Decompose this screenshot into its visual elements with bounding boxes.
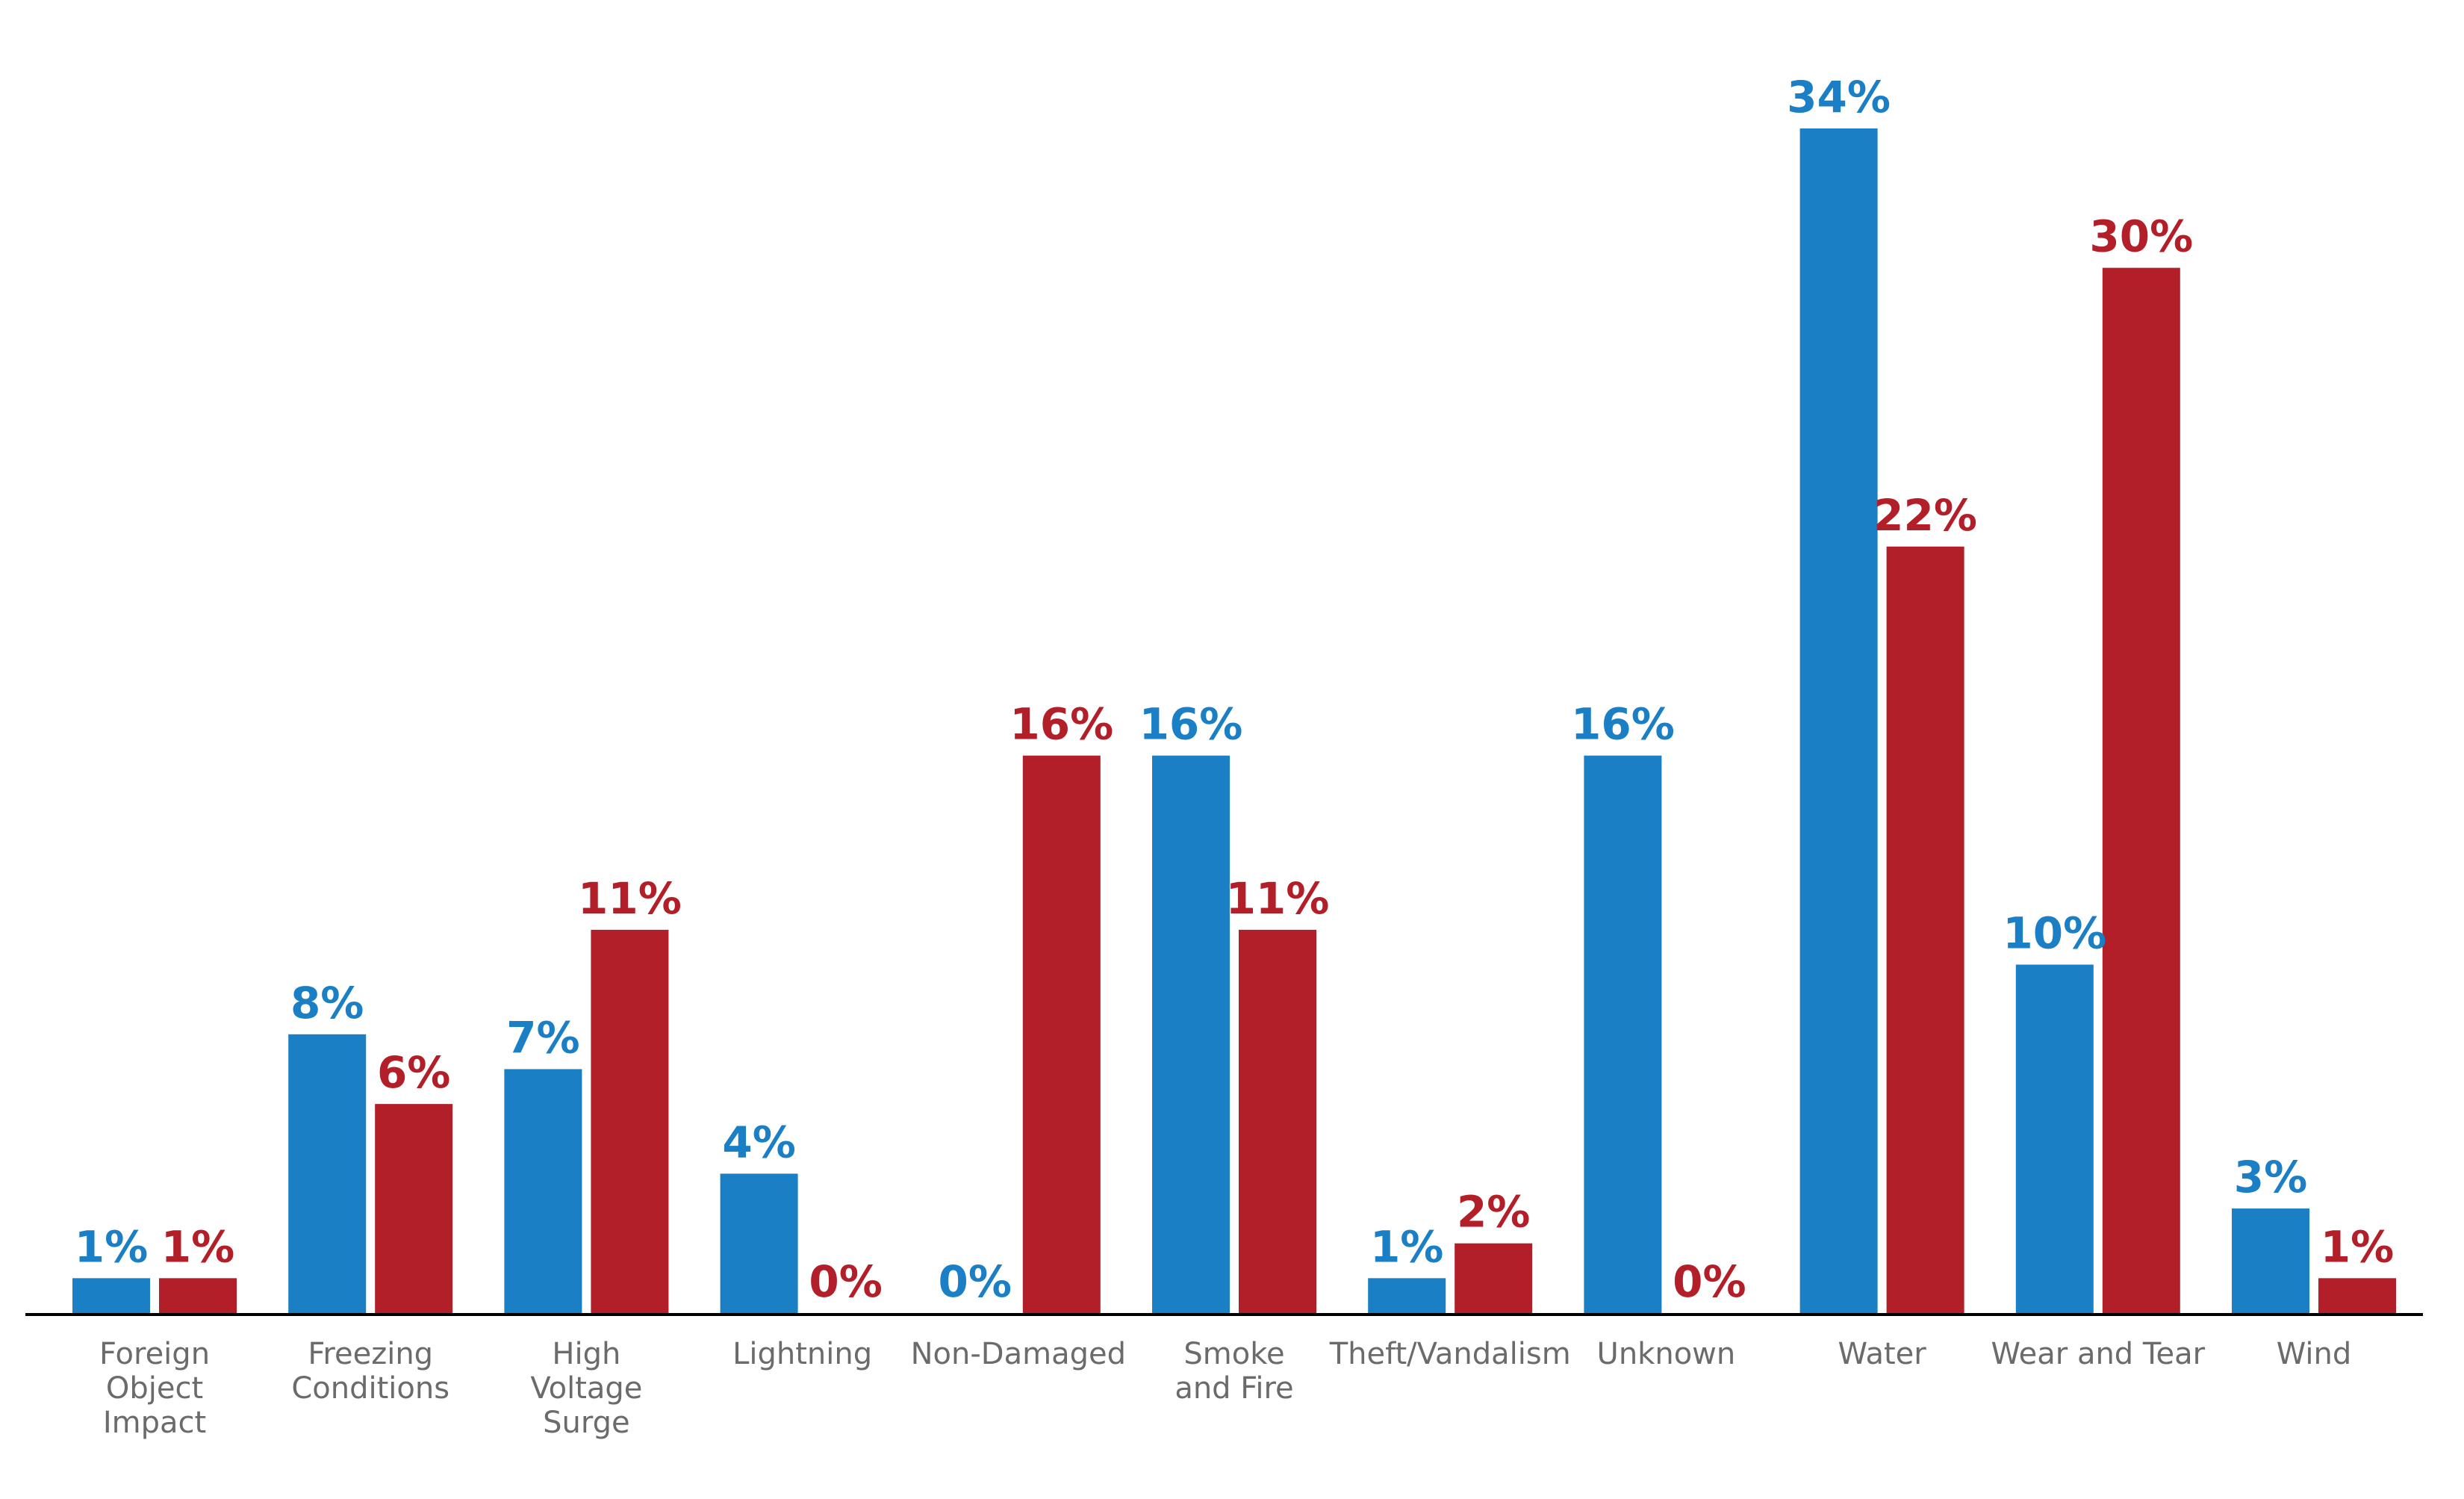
bar-series-2-cat-2 <box>375 1104 453 1313</box>
value-label-series-1-cat-8: 16% <box>1571 699 1675 750</box>
bar-series-1-cat-4 <box>720 1173 798 1313</box>
value-label-series-1-cat-10: 10% <box>2003 908 2106 959</box>
category-label-line: and Fire <box>1175 1371 1293 1406</box>
value-label-series-2-cat-9: 22% <box>1873 490 1977 541</box>
value-label-series-2-cat-7: 2% <box>1457 1187 1530 1238</box>
value-label-series-1-cat-4: 4% <box>722 1117 795 1167</box>
value-label-series-1-cat-7: 1% <box>1370 1221 1443 1272</box>
value-labels-layer: 1% 1% 8% 6% 7% 11% 4% 0% 0% 16% 16% 11% 1% 2% 16% 0% 34%… <box>75 72 2394 1307</box>
value-label-series-2-cat-8: 0% <box>1673 1256 1746 1307</box>
category-label-line: Surge <box>543 1406 629 1440</box>
category-label-line: Water <box>1838 1337 1926 1371</box>
bar-series-2-cat-5 <box>1022 755 1101 1313</box>
category-label-line: Non-Damaged <box>911 1337 1126 1371</box>
value-label-series-2-cat-6: 11% <box>1226 873 1330 924</box>
category-label-11: Wind <box>2277 1337 2352 1371</box>
category-label-1: Foreign Object Impact <box>99 1337 210 1440</box>
bar-series-2-cat-3 <box>591 929 669 1313</box>
value-label-series-1-cat-9: 34% <box>1787 72 1891 122</box>
category-label-line: Object <box>106 1371 203 1406</box>
category-label-line: Wind <box>2277 1337 2352 1371</box>
value-label-series-2-cat-1: 1% <box>161 1221 234 1272</box>
category-labels-layer: Foreign Object Impact Freezing Conditions Hig… <box>99 1337 2351 1440</box>
bar-series-2-cat-1 <box>159 1278 237 1313</box>
bar-series-2-cat-6 <box>1239 929 1316 1313</box>
category-label-line: Theft/Vandalism <box>1329 1337 1571 1371</box>
category-label-line: Lightning <box>732 1337 872 1371</box>
value-label-series-1-cat-5: 0% <box>939 1256 1012 1307</box>
bar-series-2-cat-10 <box>2102 267 2180 1313</box>
category-label-2: Freezing Conditions <box>291 1337 449 1406</box>
category-label-line: Foreign <box>99 1337 210 1371</box>
bar-series-1-cat-11 <box>2232 1208 2309 1313</box>
value-label-series-1-cat-3: 7% <box>506 1012 579 1063</box>
bar-series-1-cat-3 <box>504 1069 582 1313</box>
bar-series-1-cat-1 <box>72 1278 150 1313</box>
category-label-5: Non-Damaged <box>911 1337 1126 1371</box>
value-label-series-1-cat-6: 16% <box>1139 699 1243 750</box>
bars-layer <box>72 128 2396 1314</box>
bar-series-2-cat-11 <box>2318 1278 2396 1313</box>
value-label-series-2-cat-11: 1% <box>2321 1221 2394 1272</box>
value-label-series-2-cat-2: 6% <box>377 1047 450 1098</box>
category-label-8: Unknown <box>1597 1337 1736 1371</box>
value-label-series-2-cat-3: 11% <box>578 873 682 924</box>
category-label-line: Smoke <box>1183 1337 1284 1371</box>
bar-series-1-cat-6 <box>1152 755 1230 1313</box>
category-label-line: Unknown <box>1597 1337 1736 1371</box>
bar-series-1-cat-2 <box>288 1034 367 1313</box>
value-label-series-1-cat-11: 3% <box>2234 1152 2307 1202</box>
bar-series-1-cat-10 <box>2015 964 2094 1313</box>
category-label-line: Voltage <box>530 1371 642 1406</box>
category-label-line: High <box>552 1337 620 1371</box>
value-label-series-2-cat-10: 30% <box>2089 211 2193 262</box>
category-label-9: Water <box>1838 1337 1926 1371</box>
bar-series-1-cat-7 <box>1368 1278 1446 1313</box>
category-label-4: Lightning <box>732 1337 872 1371</box>
bar-series-2-cat-7 <box>1455 1243 1533 1313</box>
category-label-3: High Voltage Surge <box>530 1337 642 1440</box>
value-label-series-2-cat-5: 16% <box>1009 699 1113 750</box>
value-label-series-1-cat-2: 8% <box>290 978 364 1028</box>
bar-series-2-cat-9 <box>1886 546 1964 1314</box>
bar-series-1-cat-9 <box>1799 128 1878 1313</box>
value-label-series-1-cat-1: 1% <box>75 1221 148 1272</box>
category-label-7: Theft/Vandalism <box>1329 1337 1571 1371</box>
category-label-line: Impact <box>103 1406 206 1440</box>
category-label-line: Freezing <box>308 1337 433 1371</box>
category-label-10: Wear and Tear <box>1991 1337 2205 1371</box>
category-label-line: Conditions <box>291 1371 449 1406</box>
category-label-line: Wear and Tear <box>1991 1337 2205 1371</box>
bar-series-1-cat-8 <box>1584 755 1662 1313</box>
value-label-series-2-cat-4: 0% <box>809 1256 882 1307</box>
category-label-6: Smoke and Fire <box>1175 1337 1293 1406</box>
